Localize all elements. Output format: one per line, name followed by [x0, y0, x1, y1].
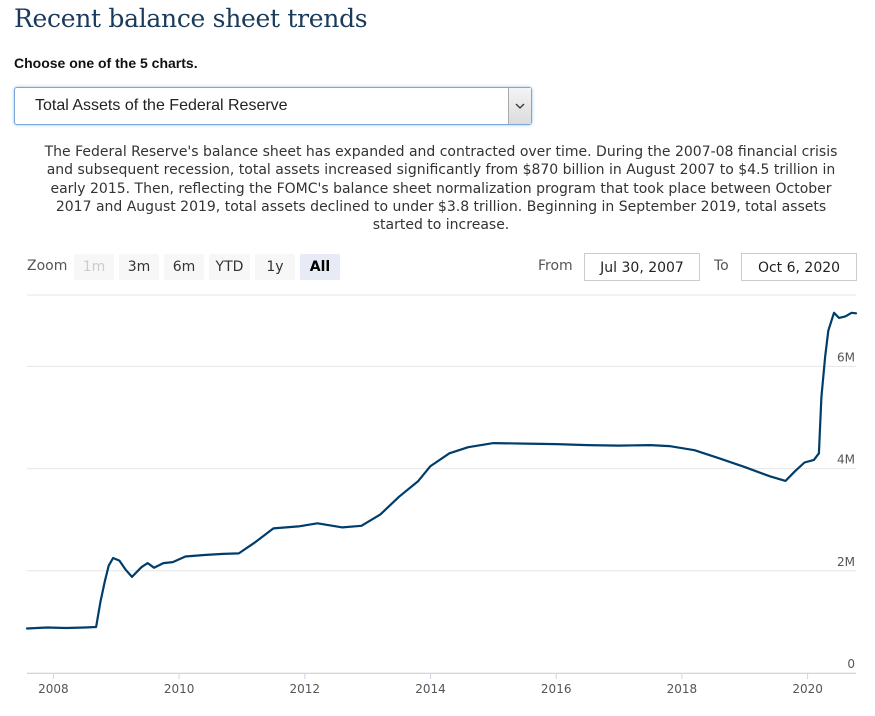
chart-select-value: Total Assets of the Federal Reserve [35, 97, 288, 114]
zoom-6m-button[interactable]: 6m [164, 254, 204, 280]
range-from-label: From [538, 258, 573, 274]
x-tick-label: 2020 [792, 682, 823, 696]
zoom-3m-button[interactable]: 3m [119, 254, 159, 280]
x-tick-label: 2012 [290, 682, 321, 696]
grid [27, 294, 856, 674]
x-tick-label: 2008 [38, 682, 69, 696]
zoom-all-button[interactable]: All [300, 254, 340, 280]
zoom-ytd-button[interactable]: YTD [209, 254, 250, 280]
balance-sheet-chart[interactable]: 0 2M 4M 6M 2008 2010 2012 2014 2016 2018 2020 [0, 290, 875, 716]
x-tick-label: 2010 [164, 682, 195, 696]
page-title: Recent balance sheet trends [14, 4, 368, 33]
range-to-label: To [714, 258, 729, 274]
zoom-1y-button[interactable]: 1y [255, 254, 295, 280]
axes: 0 2M 4M 6M 2008 2010 2012 2014 2016 2018 2020 [27, 350, 856, 696]
x-tick-label: 2016 [541, 682, 572, 696]
series-line-total-assets[interactable] [25, 311, 858, 630]
y-tick-label: 6M [837, 350, 855, 364]
series-layer [25, 311, 858, 630]
chevron-down-icon[interactable] [508, 88, 531, 124]
y-tick-label: 0 [847, 657, 855, 671]
chart-select[interactable]: Total Assets of the Federal Reserve [14, 87, 532, 125]
zoom-1m-button[interactable]: 1m [74, 254, 114, 280]
x-tick-label: 2018 [667, 682, 698, 696]
range-from-input[interactable]: Jul 30, 2007 [584, 253, 700, 281]
chart-chooser-label: Choose one of the 5 charts. [14, 55, 198, 71]
range-to-input[interactable]: Oct 6, 2020 [741, 253, 857, 281]
y-tick-label: 2M [837, 555, 855, 569]
x-tick-label: 2014 [415, 682, 446, 696]
chart-description: The Federal Reserve's balance sheet has … [44, 144, 838, 234]
y-tick-label: 4M [837, 453, 855, 467]
zoom-label: Zoom [27, 258, 68, 274]
